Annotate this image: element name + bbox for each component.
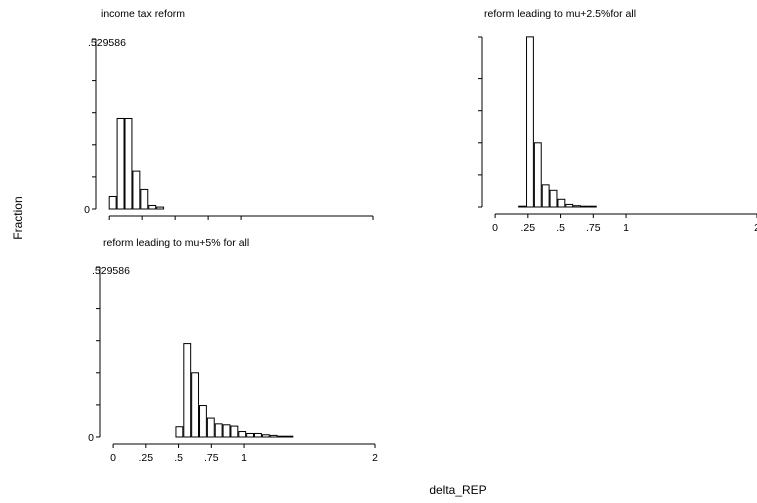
panel-mu-plus-5: reform leading to mu+5% for all 0 .529586 0…	[88, 237, 378, 464]
histogram-bar	[108, 195, 117, 210]
histogram-bar	[526, 36, 534, 208]
panel-title: income tax reform	[101, 8, 185, 20]
panel-income-tax-reform: income tax reform 0 .529586	[84, 8, 374, 220]
histogram-bar	[581, 205, 589, 208]
x-tick-label: .5	[174, 452, 183, 464]
y-tick-label: 0	[84, 204, 90, 216]
histogram-bar	[573, 205, 582, 208]
x-tick-label: .5	[556, 222, 565, 234]
panel-title: reform leading to mu+5% for all	[103, 237, 249, 249]
histogram-bar	[156, 206, 165, 210]
histogram-bar	[261, 434, 270, 438]
histogram-bar	[254, 432, 262, 438]
x-tick-label: 2	[754, 222, 757, 234]
histogram-bar	[238, 431, 247, 438]
histogram-bar	[199, 405, 207, 438]
histogram-bar	[518, 205, 527, 208]
histogram-bar	[557, 198, 566, 208]
x-tick-label: .25	[521, 222, 536, 234]
histogram-bar	[140, 188, 149, 210]
histogram-bar	[148, 204, 157, 210]
histogram-bar	[175, 426, 184, 438]
x-axis-label: delta_REP	[429, 483, 486, 497]
histogram-bar	[222, 424, 231, 438]
histogram-bar	[116, 117, 125, 210]
histogram-bar	[269, 434, 278, 438]
histogram-bar	[191, 372, 200, 438]
histogram-bar	[132, 170, 141, 210]
histogram-bar	[230, 425, 239, 438]
histogram-bar	[206, 417, 215, 438]
histogram-bar	[285, 435, 294, 438]
x-tick-label: 2	[372, 452, 378, 464]
x-tick-label: 0	[110, 452, 116, 464]
x-tick-label: 1	[241, 452, 247, 464]
x-tick-label: .25	[139, 452, 154, 464]
panel-title: reform leading to mu+2.5%for all	[484, 8, 636, 20]
histogram-bar	[565, 203, 574, 208]
x-tick-label: 1	[623, 222, 629, 234]
x-tick-label: .75	[586, 222, 601, 234]
histogram-bar	[549, 189, 558, 208]
y-axis-label: Fraction	[11, 196, 25, 239]
x-tick-label: 0	[492, 222, 498, 234]
histogram-bar	[124, 117, 133, 210]
panel-mu-plus-2-5: reform leading to mu+2.5%for all 0 .25 .5 .7…	[478, 8, 757, 234]
y-tick-label: 0	[88, 432, 94, 444]
histogram-bar	[588, 205, 597, 208]
histogram-bar	[277, 435, 286, 438]
histogram-bar	[183, 343, 192, 438]
y-tick-label: .529586	[92, 265, 130, 277]
histogram-bar	[214, 423, 223, 438]
x-tick-label: .75	[204, 452, 219, 464]
histogram-bar	[246, 432, 255, 438]
histogram-bar	[533, 142, 542, 208]
y-tick-label: .529586	[88, 37, 126, 49]
histogram-bar	[541, 184, 550, 208]
